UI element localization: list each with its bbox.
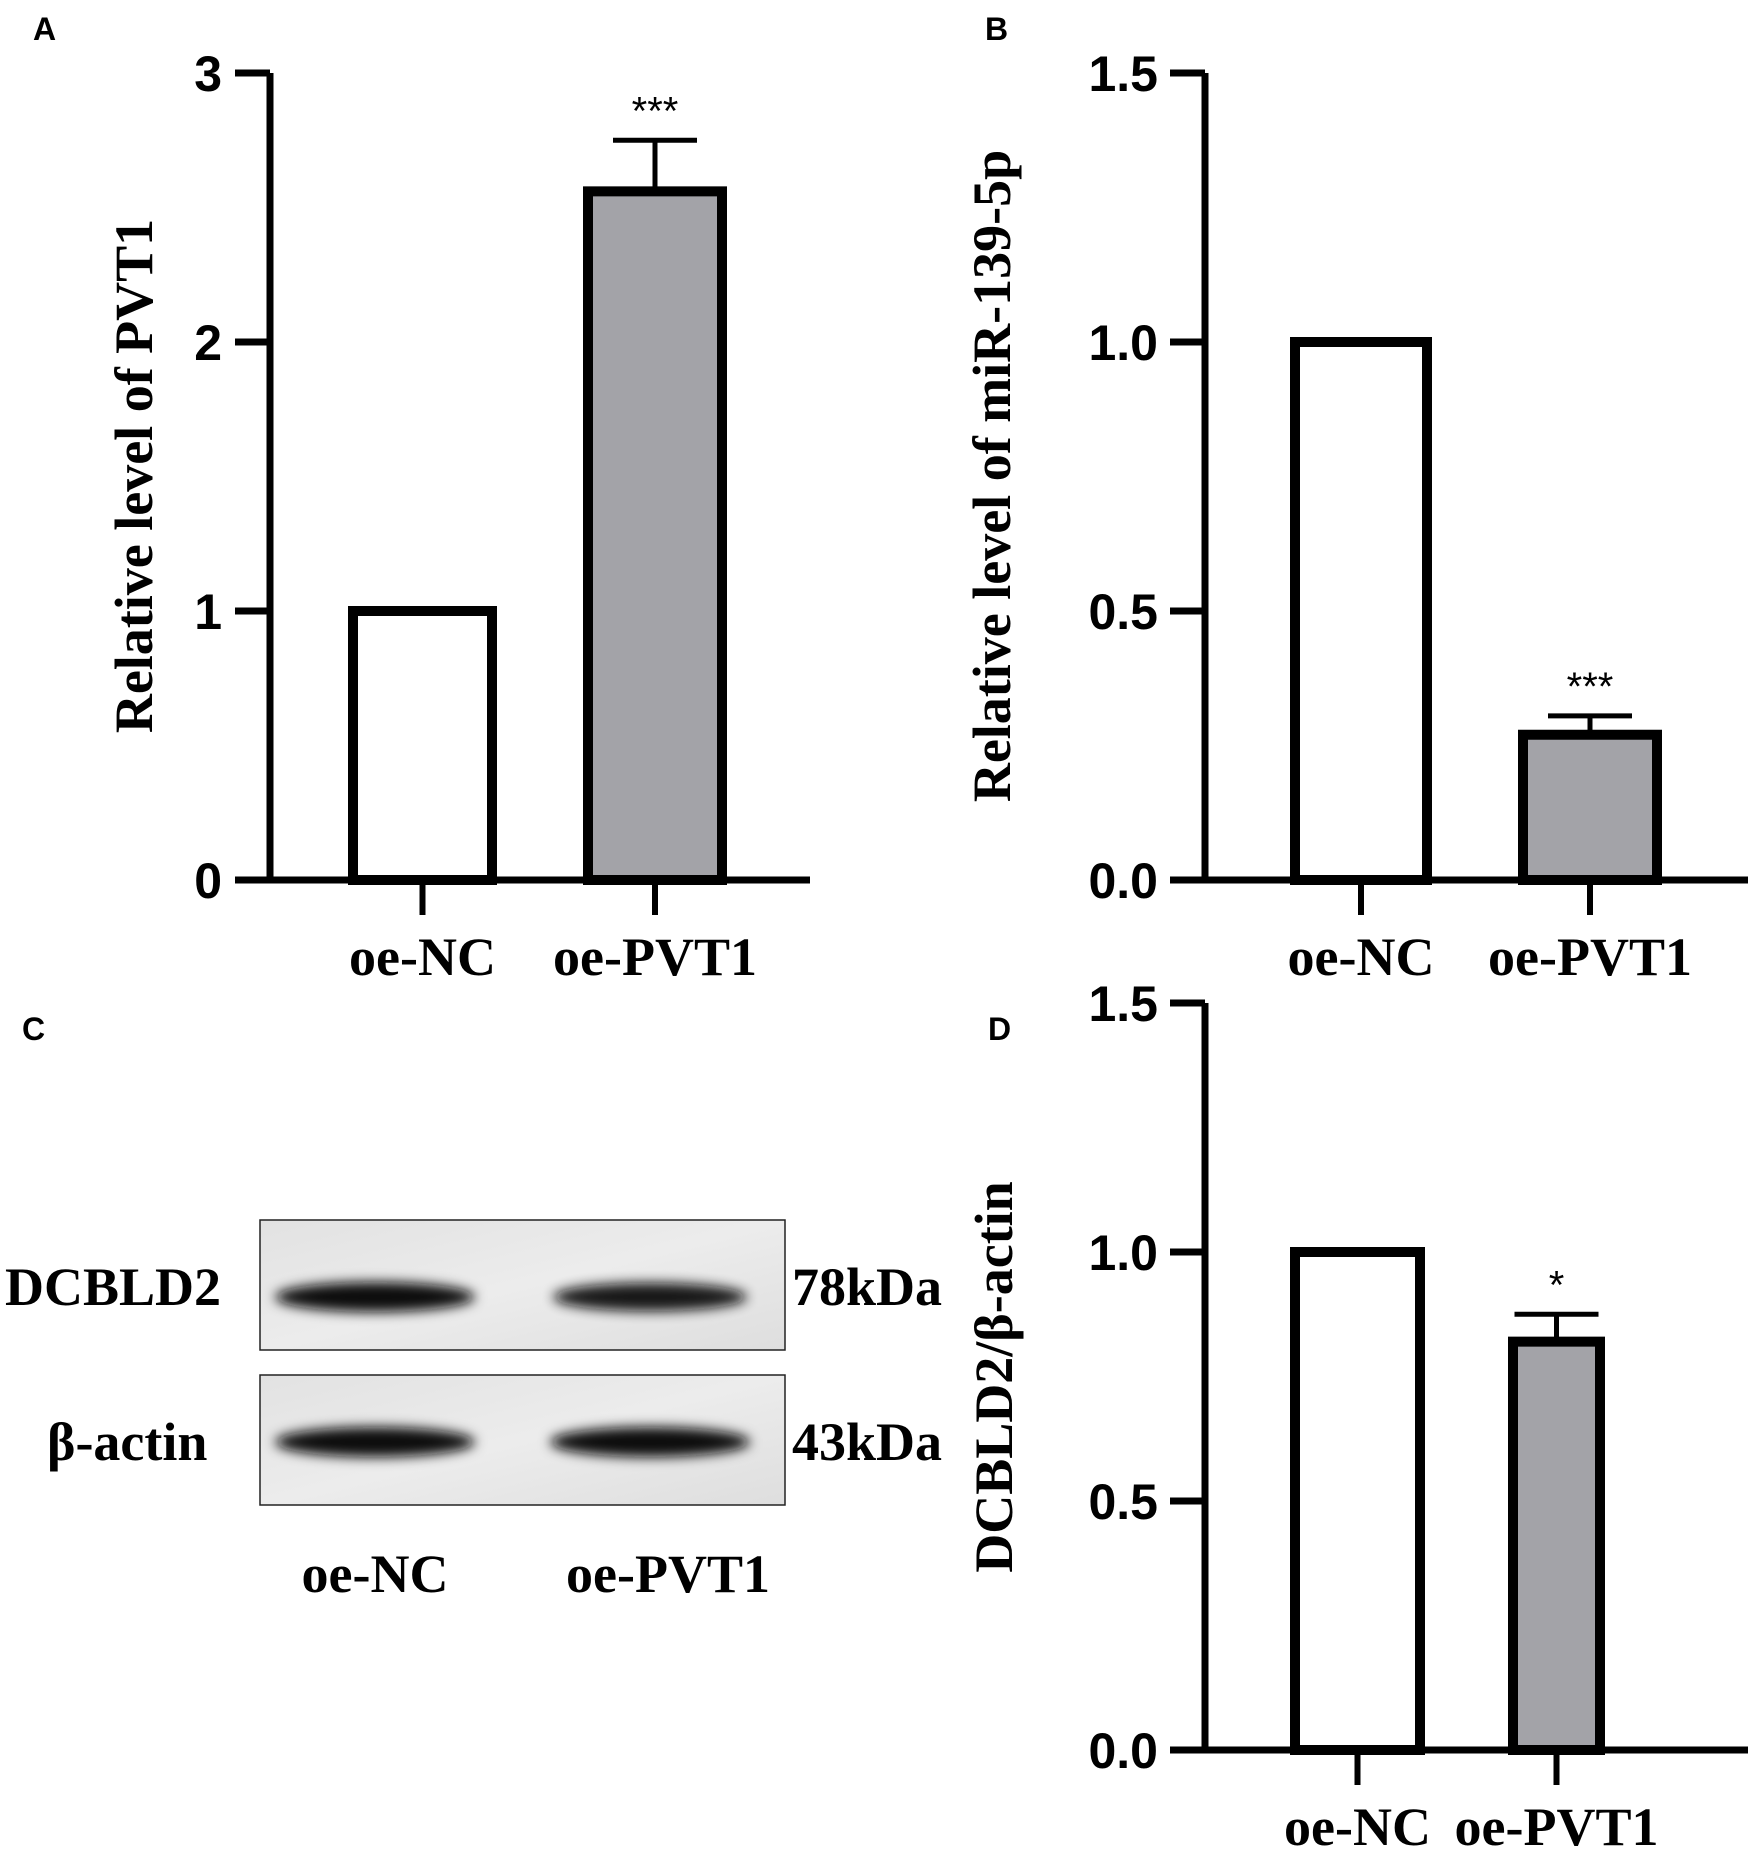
category-label-oe-pvt1: oe-PVT1	[1455, 1797, 1659, 1849]
significance-label: ***	[1567, 665, 1614, 709]
western-blot-panel-c: DCBLD2 β-actin 78kDa 43kDa oe-NC oe-PVT1	[5, 1219, 942, 1604]
y-tick-label: 0.5	[1088, 1474, 1158, 1530]
y-tick-label: 2	[194, 315, 222, 371]
significance-label: ***	[632, 89, 679, 133]
y-tick-label: 1	[194, 584, 222, 640]
blot-band-beta-actin-oe-pvt1	[550, 1427, 750, 1457]
y-tick-label: 1.0	[1088, 1225, 1158, 1281]
blot-size-label-beta-actin: 43kDa	[792, 1412, 942, 1472]
y-tick-label: 0.5	[1088, 584, 1158, 640]
y-tick-label: 0.0	[1088, 1723, 1158, 1779]
category-label-oe-nc: oe-NC	[1288, 927, 1435, 987]
bar-oe-pvt1	[1518, 729, 1662, 885]
y-tick-label: 1.5	[1088, 976, 1158, 1032]
category-label-oe-pvt1: oe-PVT1	[553, 927, 757, 987]
bar-oe-pvt1	[1508, 1336, 1605, 1755]
significance-label: *	[1549, 1263, 1565, 1307]
bar-oe-pvt1	[583, 186, 727, 886]
blot-band-beta-actin-oe-nc	[275, 1427, 475, 1457]
category-label-oe-nc: oe-NC	[1284, 1797, 1431, 1849]
blot-band-dcbld2-oe-pvt1	[553, 1282, 747, 1312]
blot-band-dcbld2-oe-nc	[275, 1282, 475, 1312]
blot-size-label-dcbld2: 78kDa	[792, 1257, 942, 1317]
panel-letter-c: C	[22, 1011, 45, 1047]
panel-letter-a: A	[33, 11, 56, 47]
category-label-oe-pvt1: oe-PVT1	[1488, 927, 1692, 987]
bar-oe-nc	[1290, 1247, 1425, 1755]
chart-panel-d: oe-NC * oe-PVT1 0.0 0.5 1.0 1.5 DCBLD2/β-actin	[964, 976, 1748, 1849]
blot-lane-label-oe-nc: oe-NC	[302, 1544, 449, 1604]
y-tick-label: 3	[194, 46, 222, 102]
error-bar-oe-pvt1	[1548, 713, 1632, 735]
error-bar-oe-pvt1	[1514, 1311, 1599, 1342]
panel-letter-b: B	[985, 11, 1008, 47]
chart-panel-b: oe-NC *** oe-PVT1 0.0 0.5 1.0 1.5 Relative leve…	[962, 46, 1748, 987]
bar-oe-nc	[1290, 337, 1432, 885]
y-axis-title: Relative level of PVT1	[104, 219, 164, 733]
blot-protein-label-beta-actin: β-actin	[47, 1412, 207, 1472]
y-tick-label: 0	[194, 853, 222, 909]
y-axis-title: DCBLD2/β-actin	[964, 1181, 1024, 1572]
category-label-oe-nc: oe-NC	[349, 927, 496, 987]
y-tick-label: 1.5	[1088, 46, 1158, 102]
panel-letter-d: D	[988, 1011, 1011, 1047]
error-bar-oe-pvt1	[613, 137, 697, 192]
y-axis-title: Relative level of miR-139-5p	[962, 150, 1022, 802]
y-tick-label: 1.0	[1088, 315, 1158, 371]
bar-oe-nc	[348, 606, 497, 885]
y-tick-label: 0.0	[1088, 853, 1158, 909]
chart-panel-a: oe-NC *** oe-PVT1 0 1 2 3 Relative level of PVT…	[104, 46, 810, 987]
blot-lane-label-oe-pvt1: oe-PVT1	[566, 1544, 770, 1604]
blot-protein-label-dcbld2: DCBLD2	[5, 1257, 221, 1317]
